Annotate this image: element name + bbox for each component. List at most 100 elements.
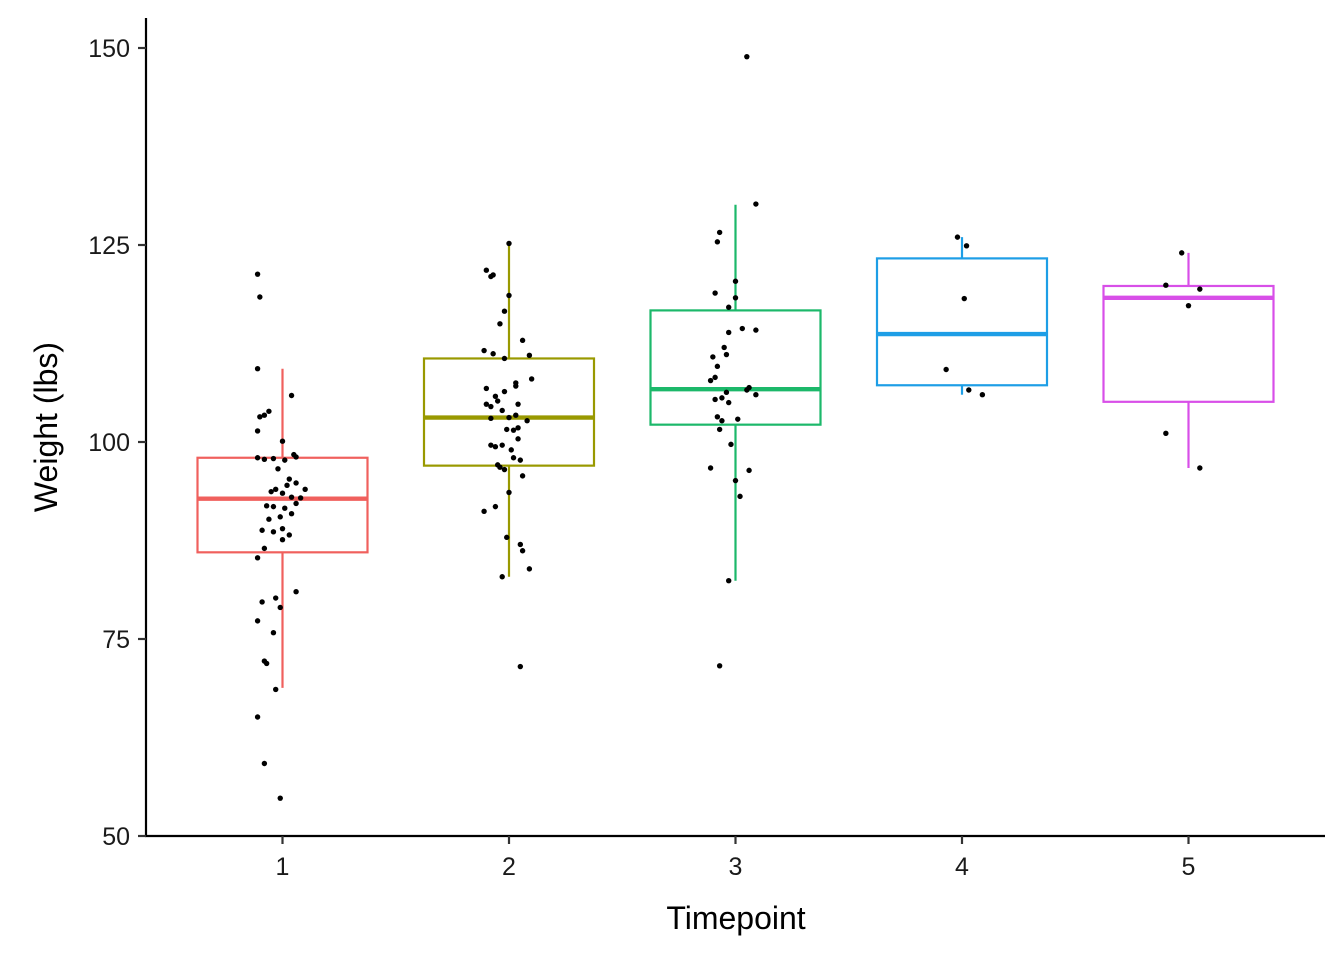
data-point [501,388,508,395]
data-point [1163,430,1169,437]
data-point [732,278,739,284]
data-point [261,545,268,552]
data-point [526,566,533,572]
data-point [961,295,967,302]
data-point [270,529,277,535]
data-point [753,392,759,398]
box-iqr [875,257,1049,387]
data-point [726,329,732,336]
data-point [261,760,268,767]
x-tick-label: 3 [729,853,743,881]
data-point [273,595,279,601]
data-point [492,393,499,399]
box-group-5 [1102,252,1275,469]
data-point [492,444,499,450]
data-point [726,399,732,406]
data-point [707,465,714,471]
data-point [254,366,261,372]
data-point [288,494,295,500]
data-point [510,427,517,433]
data-point [506,292,512,299]
data-point [483,385,490,392]
data-point [268,488,274,495]
data-point [279,490,286,496]
box-group-4 [875,237,1049,395]
y-tick-label: 100 [88,429,130,457]
data-point [499,574,505,580]
data-point [266,408,272,414]
data-point [744,387,750,393]
data-point [254,455,261,461]
data-point [1185,302,1192,309]
data-point [286,532,292,538]
data-point [275,466,281,472]
data-point [277,795,283,801]
y-tick-label: 125 [88,232,130,260]
data-point [492,503,499,510]
data-point [286,476,292,482]
data-point [501,466,508,473]
data-point [259,527,265,533]
data-point [254,714,261,720]
data-point [714,363,721,370]
data-point [254,428,261,434]
data-point [716,229,723,236]
data-point [497,464,503,470]
y-tick-label: 50 [102,823,130,851]
data-point [526,352,533,359]
data-point [517,457,524,463]
data-point [723,351,730,358]
data-point [515,425,521,431]
data-point [282,457,288,463]
data-point [488,403,494,410]
data-point [707,377,714,384]
data-point [524,418,530,424]
data-point [483,401,490,407]
data-point [501,308,508,314]
data-point [513,383,519,389]
data-point [277,514,283,520]
data-point [257,294,263,300]
data-point [714,239,721,245]
data-point [488,415,494,422]
data-point [513,412,519,418]
data-point [963,243,970,249]
box-iqr [1102,284,1275,403]
data-point [510,455,517,461]
x-tick-label: 2 [502,853,516,881]
data-point [721,344,727,351]
data-point [293,500,299,507]
data-point [297,495,304,501]
data-point [261,412,268,418]
data-point [719,418,725,424]
data-point [273,486,279,492]
data-point [270,629,277,636]
boxes-layer [196,204,1275,688]
data-point [254,271,261,277]
data-point [508,447,514,453]
x-axis-title: Timepoint [666,900,805,936]
data-point [263,660,270,667]
data-point [481,347,487,354]
data-point [261,456,268,463]
data-point [279,438,286,444]
data-point [1179,250,1185,256]
data-point [293,454,299,460]
data-point [284,482,290,489]
data-point [732,477,739,484]
data-point [528,376,535,382]
data-point [719,395,725,401]
data-point [273,686,279,693]
data-point [254,618,261,624]
data-point [506,489,512,496]
data-point [712,374,718,381]
data-point [744,53,750,60]
data-point [979,392,986,398]
data-point [254,555,261,561]
data-point [279,537,286,543]
data-point [270,503,277,510]
data-point [504,426,510,433]
data-point [519,473,526,479]
data-point [1197,286,1203,292]
